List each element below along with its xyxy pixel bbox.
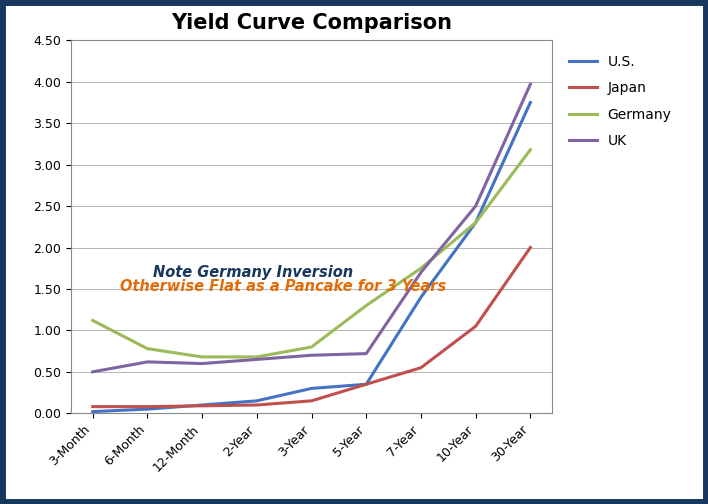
Line: UK: UK <box>93 84 530 372</box>
Line: U.S.: U.S. <box>93 102 530 412</box>
UK <box>307 352 316 358</box>
Germany <box>143 346 152 352</box>
UK <box>472 203 480 209</box>
U.S. <box>253 398 261 404</box>
Legend: U.S., Japan, Germany, UK: U.S., Japan, Germany, UK <box>569 55 672 148</box>
UK <box>417 269 426 275</box>
Text: Otherwise Flat as a Pancake for 3 Years: Otherwise Flat as a Pancake for 3 Years <box>120 279 446 294</box>
Germany <box>307 344 316 350</box>
Japan <box>253 402 261 408</box>
Germany <box>362 302 370 308</box>
Japan <box>362 381 370 387</box>
UK <box>362 351 370 357</box>
UK <box>88 369 97 375</box>
Line: Germany: Germany <box>93 150 530 357</box>
Japan <box>198 403 206 409</box>
Japan <box>472 323 480 329</box>
Japan <box>417 365 426 371</box>
U.S. <box>526 99 535 105</box>
Japan <box>307 398 316 404</box>
Germany <box>417 265 426 271</box>
Germany <box>472 220 480 226</box>
U.S. <box>362 381 370 387</box>
U.S. <box>307 386 316 392</box>
U.S. <box>198 402 206 408</box>
U.S. <box>143 406 152 412</box>
Germany <box>526 147 535 153</box>
Japan <box>526 244 535 250</box>
UK <box>143 359 152 365</box>
Germany <box>198 354 206 360</box>
Text: Note Germany Inversion: Note Germany Inversion <box>153 265 353 280</box>
Line: Japan: Japan <box>93 247 530 407</box>
Japan <box>143 404 152 410</box>
U.S. <box>417 294 426 300</box>
UK <box>198 360 206 366</box>
UK <box>526 81 535 87</box>
U.S. <box>472 220 480 226</box>
UK <box>253 356 261 362</box>
Japan <box>88 404 97 410</box>
U.S. <box>88 409 97 415</box>
Title: Yield Curve Comparison: Yield Curve Comparison <box>171 13 452 33</box>
Germany <box>88 318 97 324</box>
Germany <box>253 354 261 360</box>
